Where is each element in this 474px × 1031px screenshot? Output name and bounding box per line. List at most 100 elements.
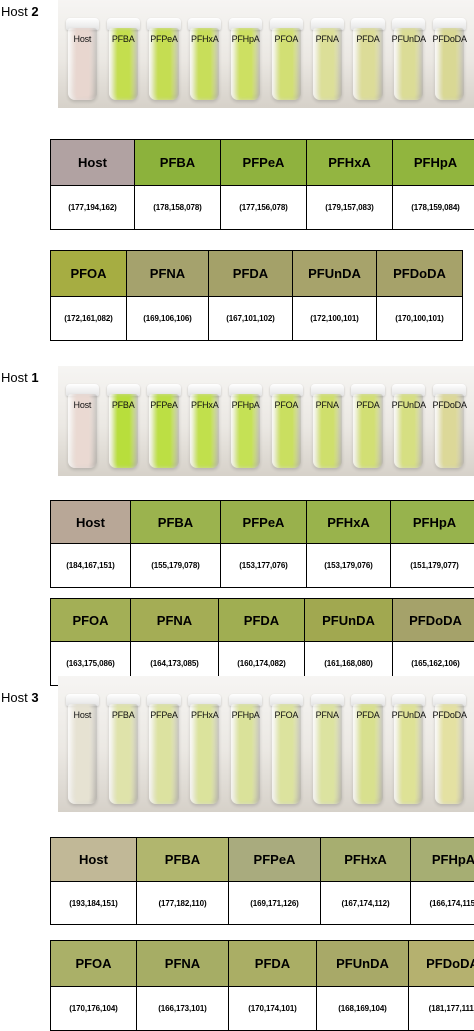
vial-label: PFOA bbox=[274, 710, 299, 720]
rgb-value-cell: (167,101,102) bbox=[208, 296, 293, 341]
vial: PFHpA bbox=[228, 384, 263, 468]
swatch-name-cell: PFDA bbox=[228, 940, 317, 987]
vial-label: PFDoDA bbox=[432, 400, 467, 410]
vial-label: PFBA bbox=[111, 400, 135, 410]
vial-photo: Host PFBA PFPeA PFHxA PFHpA PFOA PFNA PFDA PFUnD… bbox=[58, 366, 474, 476]
vial-cap bbox=[147, 694, 181, 706]
vial-label: PFOA bbox=[274, 400, 299, 410]
rgb-value-cell: (170,174,101) bbox=[228, 986, 317, 1031]
vial-label: PFUnDA bbox=[391, 400, 427, 410]
swatch-name-cell: PFBA bbox=[134, 139, 221, 186]
vial-solution bbox=[108, 704, 138, 804]
vial-solution bbox=[271, 394, 302, 468]
swatch-name-cell: PFPeA bbox=[220, 139, 307, 186]
vial-label: PFBA bbox=[111, 34, 135, 44]
vial-solution bbox=[353, 28, 383, 100]
host-label-prefix: Host bbox=[1, 370, 32, 385]
vial-solution bbox=[394, 394, 424, 468]
vial-solution bbox=[312, 28, 342, 100]
host-label-number: 2 bbox=[31, 4, 39, 19]
rgb-value-cell: (184,167,151) bbox=[50, 543, 131, 588]
swatch-name-cell: PFOA bbox=[50, 940, 137, 987]
host-label-number: 1 bbox=[31, 370, 39, 385]
vial-cap bbox=[310, 384, 344, 396]
vial-label: PFNA bbox=[315, 710, 339, 720]
vial: PFOA bbox=[269, 384, 304, 468]
swatch-name-cell: PFDoDA bbox=[392, 598, 474, 642]
vial-cap bbox=[106, 18, 140, 30]
vial: PFDoDA bbox=[432, 384, 467, 468]
rgb-value-cell: (170,100,101) bbox=[376, 296, 463, 341]
swatch-name-cell: PFBA bbox=[130, 500, 221, 544]
vial-cap bbox=[106, 694, 140, 706]
vial-solution bbox=[394, 28, 424, 100]
vial-solution bbox=[67, 704, 98, 804]
vial-cap bbox=[65, 18, 100, 30]
vial-label: PFNA bbox=[315, 400, 339, 410]
vial-solution bbox=[149, 28, 179, 100]
vial-label: PFHpA bbox=[231, 34, 260, 44]
vial-label: PFHxA bbox=[191, 34, 219, 44]
vial-solution bbox=[108, 394, 138, 468]
swatch-name-cell: PFHpA bbox=[392, 139, 474, 186]
vial-cap bbox=[65, 694, 100, 706]
swatch-name-cell: PFNA bbox=[126, 250, 209, 297]
vial: PFHpA bbox=[228, 18, 263, 100]
vial: PFOA bbox=[269, 18, 304, 100]
swatch-name-cell: PFUnDA bbox=[304, 598, 393, 642]
vial: PFPeA bbox=[147, 18, 181, 100]
vial-label: PFUnDA bbox=[391, 34, 427, 44]
vial-label: PFDA bbox=[356, 34, 380, 44]
vial-label: PFDoDA bbox=[432, 34, 467, 44]
vial: PFNA bbox=[310, 694, 344, 804]
vial: PFUnDA bbox=[392, 384, 426, 468]
swatch-name-cell: PFPeA bbox=[220, 500, 307, 544]
vial: Host bbox=[65, 384, 100, 468]
vial-solution bbox=[271, 28, 302, 100]
vial-solution bbox=[434, 704, 465, 804]
swatch-name-cell: PFHxA bbox=[306, 139, 393, 186]
vial-label: PFHxA bbox=[191, 710, 219, 720]
vial-label: Host bbox=[73, 710, 92, 720]
vial-label: PFDA bbox=[356, 710, 380, 720]
swatch-name-cell: PFBA bbox=[136, 837, 229, 882]
vial-cap bbox=[392, 18, 426, 30]
vial-cap bbox=[351, 384, 385, 396]
swatch-name-cell: Host bbox=[50, 139, 135, 186]
vial: Host bbox=[65, 694, 100, 804]
swatch-name-cell: PFHxA bbox=[320, 837, 411, 882]
vial-cap bbox=[310, 694, 344, 706]
vial-label: Host bbox=[73, 34, 92, 44]
vial-cap bbox=[432, 384, 467, 396]
swatch-name-cell: PFHpA bbox=[390, 500, 474, 544]
rgb-value-cell: (151,179,077) bbox=[390, 543, 474, 588]
vial-label: PFNA bbox=[315, 34, 339, 44]
swatch-name-cell: PFHpA bbox=[410, 837, 474, 882]
vial: PFBA bbox=[106, 694, 140, 804]
vial-cap bbox=[310, 18, 344, 30]
vial-cap bbox=[147, 384, 181, 396]
rgb-value-cell: (153,179,076) bbox=[306, 543, 391, 588]
vial: Host bbox=[65, 18, 100, 100]
vial-cap bbox=[228, 694, 263, 706]
vial-cap bbox=[65, 384, 100, 396]
rgb-value-cell: (177,156,078) bbox=[220, 185, 307, 230]
vial-label: PFPeA bbox=[150, 710, 178, 720]
vial-cap bbox=[228, 384, 263, 396]
vial: PFUnDA bbox=[392, 18, 426, 100]
vial-label: Host bbox=[73, 400, 92, 410]
host-label: Host 1 bbox=[1, 370, 39, 385]
vial-solution bbox=[434, 28, 465, 100]
vial-solution bbox=[67, 28, 98, 100]
vial: PFDoDA bbox=[432, 18, 467, 100]
vial-solution bbox=[394, 704, 424, 804]
swatch-name-cell: Host bbox=[50, 837, 137, 882]
swatch-name-cell: PFHxA bbox=[306, 500, 391, 544]
swatch-name-cell: PFUnDA bbox=[316, 940, 409, 987]
vial-solution bbox=[190, 28, 220, 100]
vial-cap bbox=[269, 18, 304, 30]
vial-label: PFDA bbox=[356, 400, 380, 410]
host-label-prefix: Host bbox=[1, 690, 32, 705]
vial-solution bbox=[149, 394, 179, 468]
vial-cap bbox=[228, 18, 263, 30]
